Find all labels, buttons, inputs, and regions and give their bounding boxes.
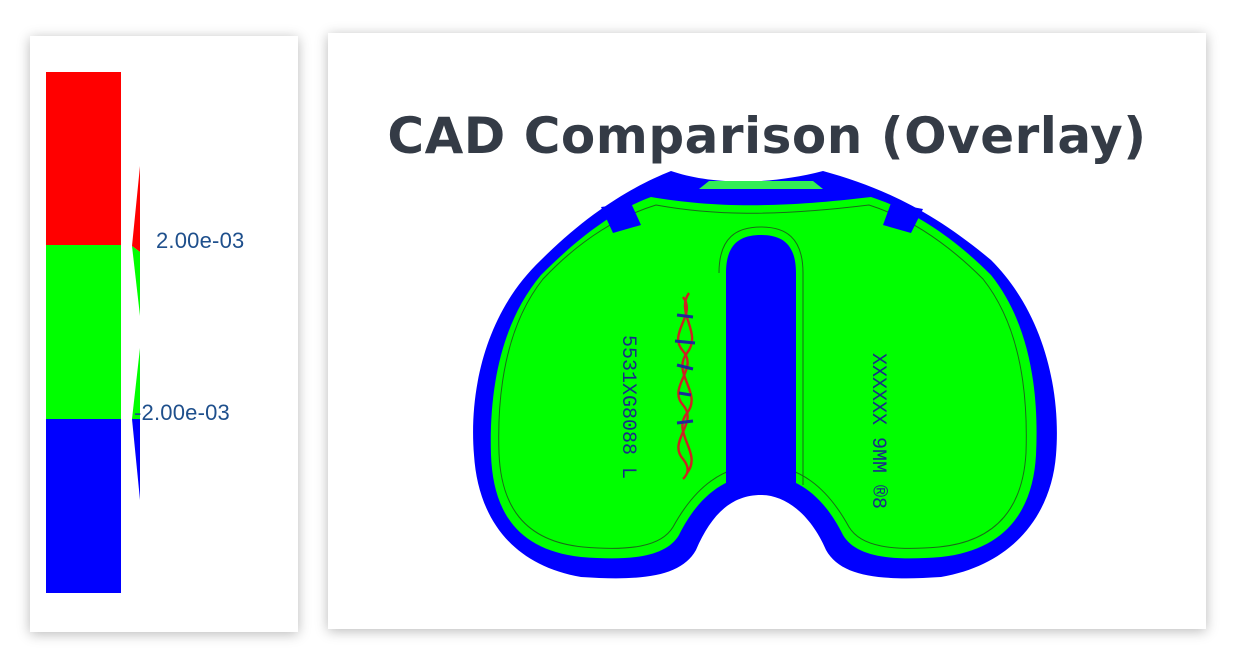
overlay-part-view: 5531XG8088 L XXXXXX 9MM ®8: [473, 171, 1057, 579]
part-inner-outline: [498, 204, 1027, 549]
legend-upper-label: 2.00e-03: [156, 228, 245, 253]
cad-comparison-panel: CAD Comparison (Overlay) 5531XG8088 L XX…: [328, 33, 1206, 629]
central-slot: [726, 235, 796, 495]
page-title: CAD Comparison (Overlay): [387, 107, 1147, 165]
top-right-notch: [883, 203, 923, 233]
right-engraving-text: XXXXXX 9MM ®8: [866, 353, 889, 509]
legend-lower-label: -2.00e-03: [134, 400, 230, 425]
legend-band-green: [46, 245, 121, 419]
top-left-notch: [601, 203, 641, 233]
central-slot-outline: [718, 226, 804, 485]
green-pointer-marker-lower: [132, 348, 140, 419]
legend-band-blue: [46, 419, 121, 593]
legend-pointer-markers: [132, 166, 140, 500]
engraving-right-text: XXXXXX 9MM ®8: [866, 353, 889, 509]
top-center-notch: [699, 181, 823, 189]
legend-band-red: [46, 72, 121, 245]
left-engraving-text: 5531XG8088 L: [616, 335, 639, 479]
left-deviation-squiggles: [674, 292, 696, 480]
green-pointer-marker-upper: [132, 246, 140, 316]
blue-pointer-marker: [132, 419, 140, 500]
red-pointer-marker: [132, 166, 140, 252]
engraving-left-text: 5531XG8088 L: [616, 335, 639, 479]
color-legend-panel: 2.00e-03 -2.00e-03: [30, 36, 298, 632]
